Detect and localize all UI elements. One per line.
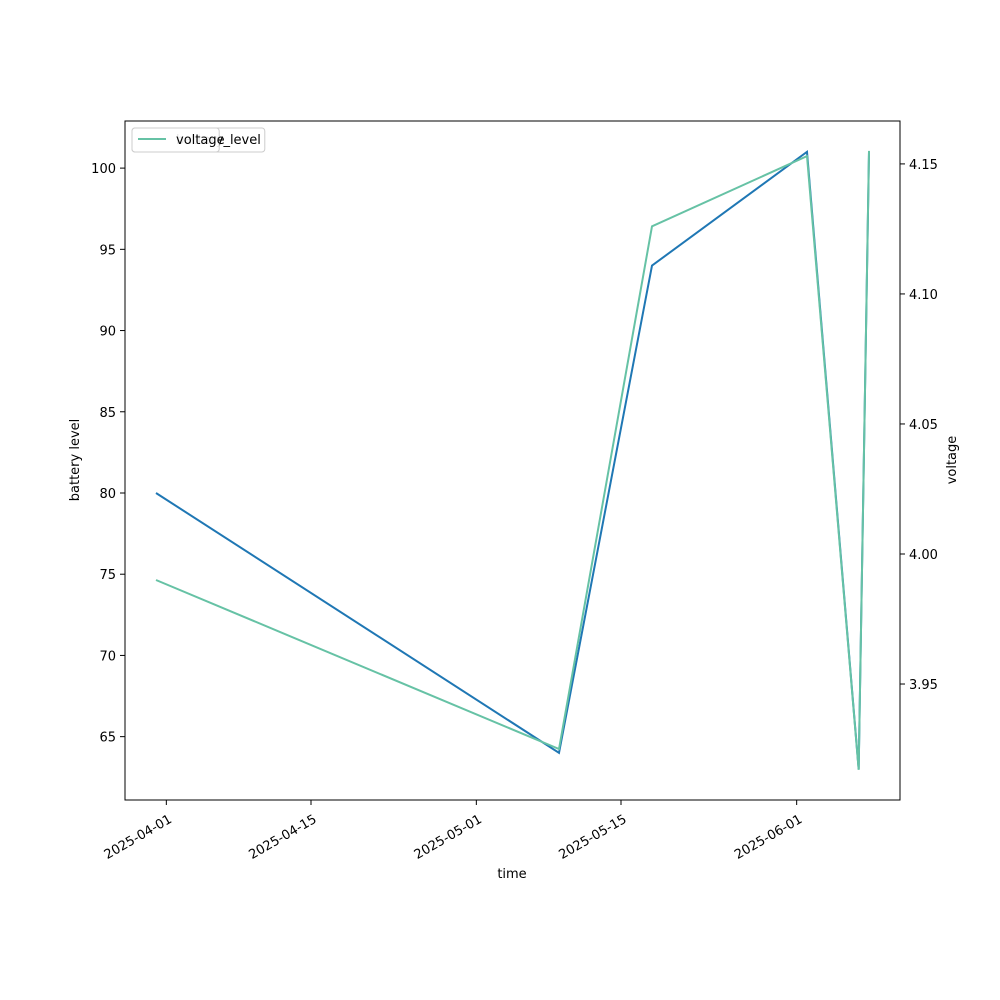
y-tick-label: 70: [99, 649, 116, 664]
y-tick-label: 80: [99, 487, 116, 502]
y2-tick-label: 4.15: [909, 158, 938, 173]
y-tick-label: 65: [99, 731, 116, 746]
legend-box: [131, 127, 220, 153]
legend: voltage: [131, 127, 225, 153]
series-line: [155, 149, 870, 770]
x-axis-label: time: [497, 867, 526, 882]
y-tick-label: 85: [99, 406, 116, 421]
y2-tick-label: 4.00: [909, 548, 938, 563]
x-tick-label: 2025-05-01: [412, 812, 485, 863]
y-tick-label: 95: [99, 243, 116, 258]
series-line: [155, 150, 870, 770]
y2-tick-label: 4.05: [909, 418, 938, 433]
y2-tick-label: 4.10: [909, 288, 938, 303]
legend-label: voltage: [176, 133, 225, 148]
y-tick-label: 75: [99, 568, 116, 583]
plot-frame: [124, 120, 901, 801]
y2-tick-label: 3.95: [909, 678, 938, 693]
y-tick-label: 100: [91, 162, 116, 177]
y-axis-label: battery level: [68, 419, 83, 502]
x-tick-label: 2025-05-15: [556, 812, 629, 863]
x-tick-label: 2025-04-15: [246, 812, 319, 863]
x-tick-label: 2025-06-01: [732, 812, 805, 863]
y-tick-label: 90: [99, 325, 116, 340]
y2-axis-label: voltage: [945, 436, 960, 485]
x-tick-label: 2025-04-01: [102, 812, 175, 863]
